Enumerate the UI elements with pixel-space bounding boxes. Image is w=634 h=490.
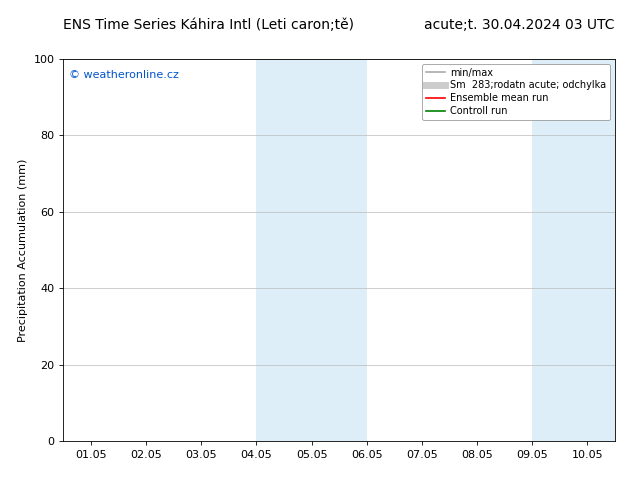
Bar — [533, 59, 615, 441]
Text: ENS Time Series Káhira Intl (Leti caron;tě): ENS Time Series Káhira Intl (Leti caron;… — [63, 18, 354, 32]
Bar — [256, 59, 367, 441]
Y-axis label: Precipitation Accumulation (mm): Precipitation Accumulation (mm) — [18, 158, 28, 342]
Text: © weatheronline.cz: © weatheronline.cz — [69, 70, 179, 80]
Legend: min/max, Sm  283;rodatn acute; odchylka, Ensemble mean run, Controll run: min/max, Sm 283;rodatn acute; odchylka, … — [422, 64, 610, 120]
Text: acute;t. 30.04.2024 03 UTC: acute;t. 30.04.2024 03 UTC — [425, 18, 615, 32]
